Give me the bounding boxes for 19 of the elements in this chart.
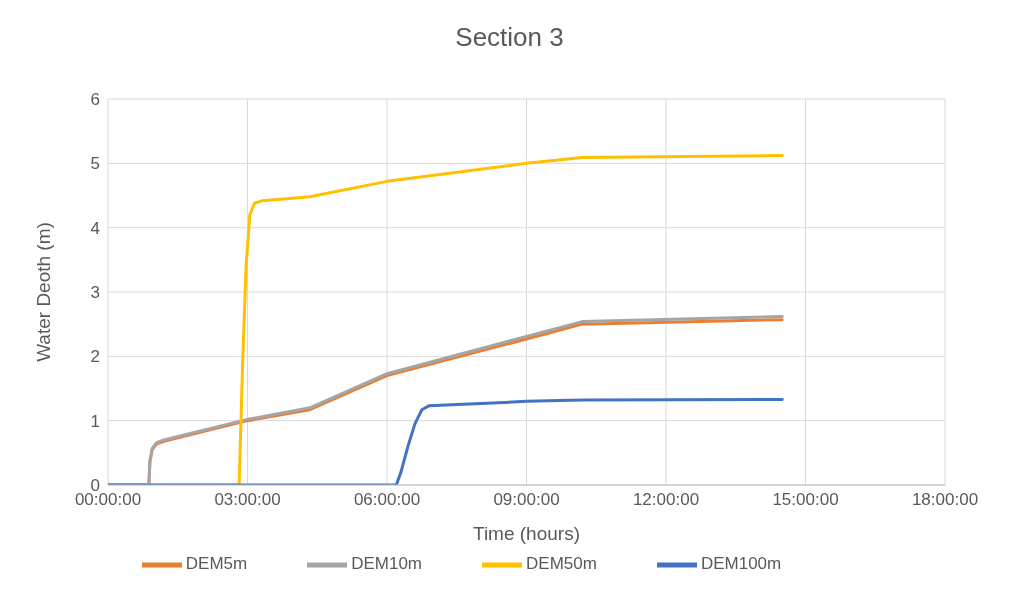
y-axis-title: Water Deoth (m)	[32, 222, 54, 362]
x-tick-label: 09:00:00	[493, 490, 560, 510]
legend-label: DEM5m	[185, 554, 248, 574]
legend-label: DEM50m	[526, 554, 597, 574]
y-tick-label: 5	[90, 154, 100, 174]
legend-label: DEM100m	[700, 554, 782, 574]
x-tick-label: 18:00:00	[911, 490, 979, 510]
x-tick-label: 03:00:00	[214, 490, 281, 510]
x-tick-label: 06:00:00	[353, 490, 421, 510]
legend-label: DEM10m	[351, 554, 423, 574]
x-tick-label: 15:00:00	[772, 490, 839, 510]
y-tick-label: 1	[90, 411, 100, 431]
y-tick-label: 4	[90, 218, 100, 238]
y-tick-label: 3	[90, 283, 100, 303]
chart-title: Section 3	[454, 22, 565, 53]
x-tick-label: 12:00:00	[632, 490, 700, 510]
y-tick-label: 2	[90, 347, 100, 367]
x-axis-title: Time (hours)	[473, 523, 580, 544]
y-tick-label: 6	[90, 90, 100, 110]
